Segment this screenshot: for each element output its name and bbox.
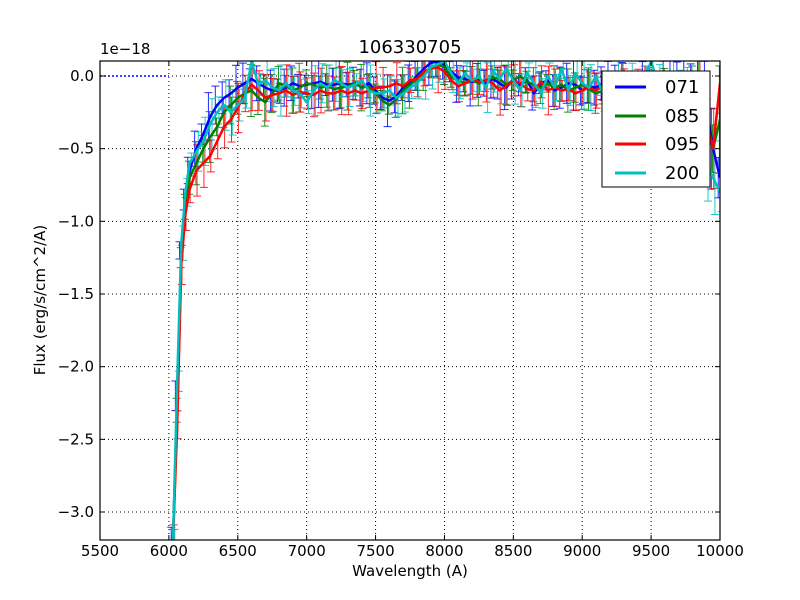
legend-entry-095: 095: [615, 134, 699, 155]
y-tick-label: 0.0: [70, 67, 94, 85]
x-tick-label: 8500: [494, 542, 532, 560]
chart-title: 106330705: [358, 37, 461, 58]
y-tick-label: −2.0: [58, 358, 94, 376]
legend-label: 071: [665, 77, 699, 98]
x-tick-label: 5500: [81, 542, 119, 560]
legend: 071 085 095 200: [601, 70, 711, 188]
y-axis-label: Flux (erg/s/cm^2/A): [31, 225, 49, 376]
x-tick-label: 6000: [150, 542, 188, 560]
x-tick-label: 8000: [425, 542, 463, 560]
axis-ticks: 5500 6000 6500 7000 7500 8000 8500 9000 9500 1000…: [58, 61, 744, 560]
x-tick-label: 6500: [219, 542, 257, 560]
y-tick-label: −0.5: [58, 140, 94, 158]
y-tick-label: −2.5: [58, 430, 94, 448]
plot-frame: [99, 60, 721, 541]
y-tick-label: −1.0: [58, 212, 94, 230]
x-tick-label: 9500: [632, 542, 670, 560]
legend-box: [601, 70, 711, 188]
x-tick-label: 9000: [563, 542, 601, 560]
x-tick-label: 10000: [696, 542, 744, 560]
y-offset-label: 1e−18: [100, 40, 150, 58]
legend-label: 200: [665, 163, 699, 184]
legend-entry-085: 085: [615, 106, 699, 127]
legend-label: 095: [665, 134, 699, 155]
y-tick-label: −1.5: [58, 285, 94, 303]
y-tick-label: −3.0: [58, 503, 94, 521]
x-tick-label: 7500: [356, 542, 394, 560]
legend-label: 085: [665, 106, 699, 127]
x-tick-label: 7000: [288, 542, 326, 560]
x-axis-label: Wavelength (A): [352, 562, 468, 580]
legend-entry-200: 200: [615, 163, 699, 184]
legend-entry-071: 071: [615, 77, 699, 98]
